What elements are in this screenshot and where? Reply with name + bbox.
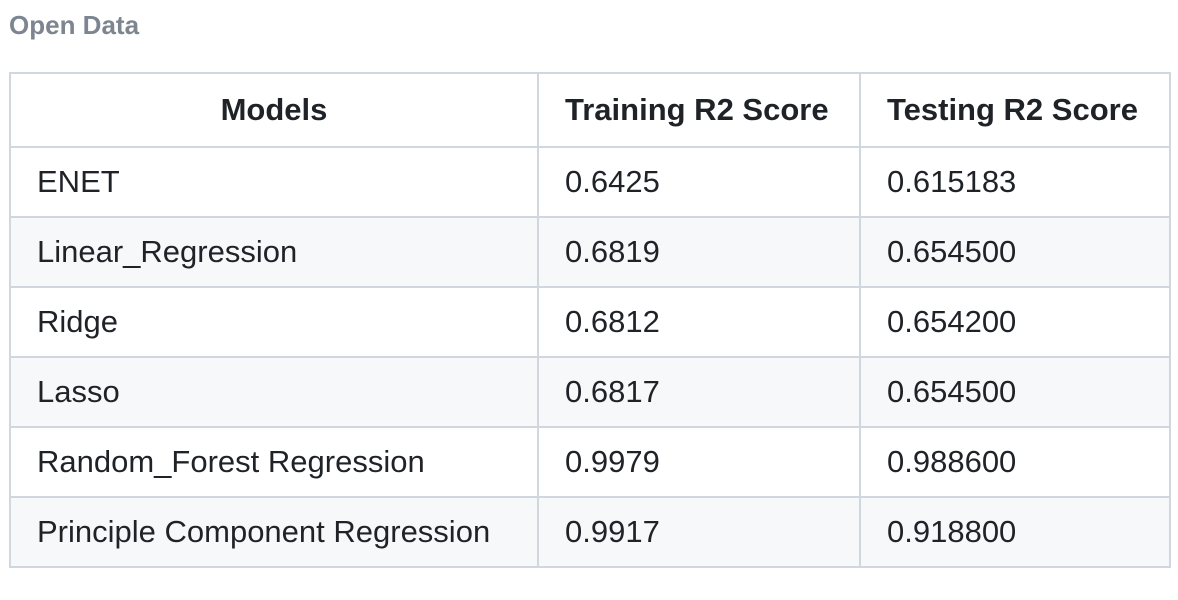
cell-testing-score: 0.654200 xyxy=(859,286,1171,358)
cell-training-score: 0.6819 xyxy=(537,216,861,288)
table-row: Linear_Regression 0.6819 0.654500 xyxy=(9,216,1171,288)
table-row: Ridge 0.6812 0.654200 xyxy=(9,286,1171,358)
table-header-row: Models Training R2 Score Testing R2 Scor… xyxy=(9,72,1171,148)
cell-model: Random_Forest Regression xyxy=(9,426,539,498)
cell-model: Principle Component Regression xyxy=(9,496,539,568)
header-training-r2: Training R2 Score xyxy=(537,72,861,148)
cell-model: Ridge xyxy=(9,286,539,358)
cell-model: ENET xyxy=(9,146,539,218)
cell-testing-score: 0.615183 xyxy=(859,146,1171,218)
cell-testing-score: 0.918800 xyxy=(859,496,1171,568)
table-row: Lasso 0.6817 0.654500 xyxy=(9,356,1171,428)
cell-model: Linear_Regression xyxy=(9,216,539,288)
cell-training-score: 0.9979 xyxy=(537,426,861,498)
cell-testing-score: 0.988600 xyxy=(859,426,1171,498)
header-testing-r2: Testing R2 Score xyxy=(859,72,1171,148)
table-row: Random_Forest Regression 0.9979 0.988600 xyxy=(9,426,1171,498)
header-models: Models xyxy=(9,72,539,148)
cell-training-score: 0.9917 xyxy=(537,496,861,568)
table-row: Principle Component Regression 0.9917 0.… xyxy=(9,496,1171,568)
cell-model: Lasso xyxy=(9,356,539,428)
cell-training-score: 0.6425 xyxy=(537,146,861,218)
table-row: ENET 0.6425 0.615183 xyxy=(9,146,1171,218)
results-table: Models Training R2 Score Testing R2 Scor… xyxy=(9,72,1171,568)
cell-testing-score: 0.654500 xyxy=(859,356,1171,428)
cell-training-score: 0.6812 xyxy=(537,286,861,358)
section-heading: Open Data xyxy=(9,10,140,40)
cell-training-score: 0.6817 xyxy=(537,356,861,428)
cell-testing-score: 0.654500 xyxy=(859,216,1171,288)
